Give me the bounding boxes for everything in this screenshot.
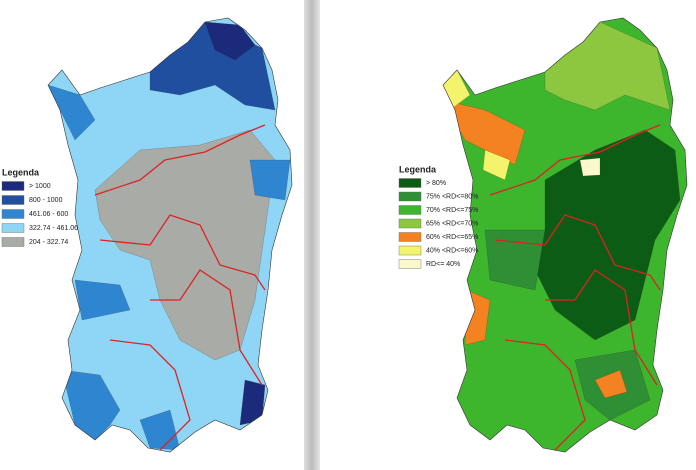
province-border <box>99 214 266 291</box>
legend-swatch <box>398 191 422 202</box>
legend-swatch <box>398 245 422 256</box>
map <box>47 17 293 453</box>
province-border <box>150 269 263 386</box>
region <box>204 21 256 61</box>
legend-swatch <box>1 237 25 247</box>
map <box>442 17 688 453</box>
legend-label: 60% <RD<=65% <box>426 234 478 241</box>
legend-title: Legenda <box>2 167 40 177</box>
province-border <box>109 339 191 451</box>
province-border <box>494 214 661 291</box>
legend-title: Legenda <box>399 164 437 174</box>
region <box>579 157 601 177</box>
legend-swatch <box>1 181 25 191</box>
region <box>443 99 526 166</box>
legend: Legenda > 80% 75% <RD<=80% 70% <RD<=75% 65% … <box>398 164 478 269</box>
legend-swatch <box>398 232 422 242</box>
legend-label: 322.74 - 461.06 <box>29 225 78 232</box>
legend-swatch <box>398 259 422 269</box>
legend-label: > 1000 <box>29 183 51 190</box>
legend-swatch <box>398 218 422 229</box>
region <box>544 21 671 111</box>
legend-swatch <box>398 205 422 215</box>
province-border <box>504 339 586 451</box>
province-border <box>489 124 661 196</box>
legend-label: 204 - 322.74 <box>29 239 68 246</box>
legend-swatch <box>398 178 422 188</box>
legend: Legenda > 1000 800 - 1000 461.06 - 600 322.7… <box>1 167 78 247</box>
legend-label: 75% <RD<=80% <box>426 193 478 200</box>
legend-swatch <box>1 209 25 219</box>
province-border <box>545 269 658 386</box>
legend-label: 800 - 1000 <box>29 197 63 204</box>
legend-label: 70% <RD<=75% <box>426 207 478 214</box>
island-outline <box>442 17 688 453</box>
panel-divider <box>304 0 320 470</box>
island-outline <box>47 17 293 453</box>
legend-label: 40% <RD<=60% <box>426 247 478 254</box>
legend-label: 65% <RD<=70% <box>426 220 478 227</box>
legend-label: > 80% <box>426 180 446 187</box>
region <box>482 149 511 181</box>
legend-swatch <box>1 195 25 205</box>
region <box>249 159 291 201</box>
legend-swatch <box>1 223 25 233</box>
region <box>74 279 131 321</box>
regions <box>443 21 681 421</box>
region <box>594 369 628 399</box>
province-border <box>94 124 266 196</box>
region <box>484 229 546 291</box>
legend-label: RD<= 40% <box>426 261 460 268</box>
legend-label: 461.06 - 600 <box>29 211 68 218</box>
